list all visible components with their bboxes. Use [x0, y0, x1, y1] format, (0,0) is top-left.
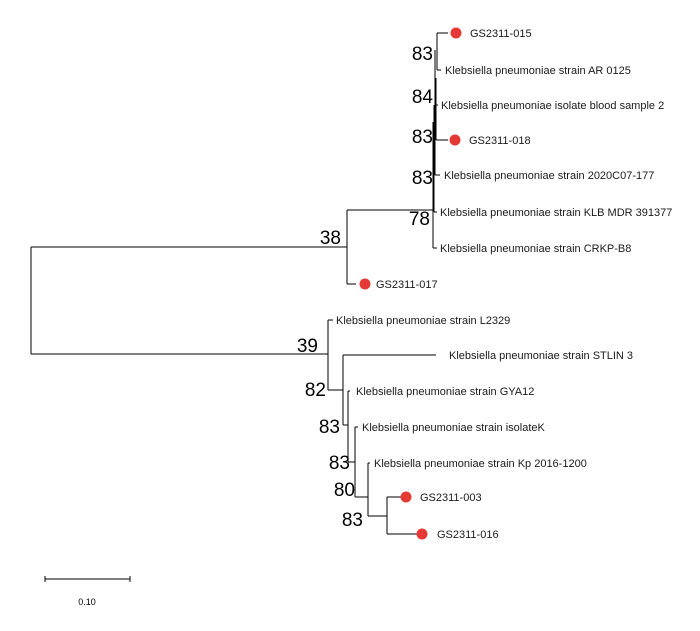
- leaf-label-l2329: Klebsiella pneumoniae strain L2329: [336, 315, 510, 327]
- marker-gs2311-017: [359, 278, 371, 290]
- marker-gs2311-003: [400, 491, 412, 503]
- bootstrap-value: 84: [412, 87, 434, 108]
- bootstrap-value: 38: [320, 228, 341, 249]
- bootstrap-value: 82: [305, 380, 326, 401]
- bootstrap-value: 83: [319, 417, 340, 438]
- bootstrap-value: 83: [342, 510, 363, 531]
- leaf-labels: GS2311-015 Klebsiella pneumoniae strain …: [336, 28, 672, 541]
- leaf-label-gs2311-017: GS2311-017: [376, 279, 438, 291]
- leaf-label-2020c07-177: Klebsiella pneumoniae strain 2020C07-177: [444, 170, 654, 182]
- scale-bar: 0.10: [44, 576, 131, 607]
- tree-branches: [30, 32, 448, 535]
- sample-markers: [359, 27, 462, 540]
- bootstrap-value: 78: [409, 209, 430, 230]
- bootstrap-value: 83: [329, 453, 350, 474]
- leaf-label-blood-sample-2: Klebsiella pneumoniae isolate blood samp…: [441, 100, 664, 112]
- bootstrap-value: 39: [297, 336, 318, 357]
- leaf-label-klb-mdr: Klebsiella pneumoniae strain KLB MDR 391…: [440, 207, 672, 219]
- leaf-label-gs2311-015: GS2311-015: [470, 28, 532, 40]
- leaf-label-kp2016-1200: Klebsiella pneumoniae strain Kp 2016-120…: [374, 458, 587, 470]
- marker-gs2311-018: [449, 134, 461, 146]
- bootstrap-value: 83: [412, 44, 433, 65]
- marker-gs2311-015: [450, 27, 462, 39]
- bootstrap-value: 83: [412, 168, 433, 189]
- leaf-label-gs2311-018: GS2311-018: [469, 135, 531, 147]
- leaf-label-gya12: Klebsiella pneumoniae strain GYA12: [356, 386, 534, 398]
- leaf-label-stlin3: Klebsiella pneumoniae strain STLIN 3: [449, 350, 633, 362]
- bootstrap-value: 83: [412, 127, 433, 148]
- leaf-label-isolatek: Klebsiella pneumoniae strain isolateK: [362, 422, 545, 434]
- leaf-label-gs2311-003: GS2311-003: [420, 492, 482, 504]
- marker-gs2311-016: [416, 528, 428, 540]
- bootstrap-value: 80: [334, 480, 355, 501]
- leaf-label-ar0125: Klebsiella pneumoniae strain AR 0125: [445, 65, 631, 77]
- scale-bar-label: 0.10: [78, 597, 96, 607]
- leaf-label-gs2311-016: GS2311-016: [437, 529, 499, 541]
- bootstrap-values: 83 84 83 83 78 38 39 82 83 83 80 83: [297, 44, 434, 531]
- leaf-label-crkp-b8: Klebsiella pneumoniae strain CRKP-B8: [440, 243, 631, 255]
